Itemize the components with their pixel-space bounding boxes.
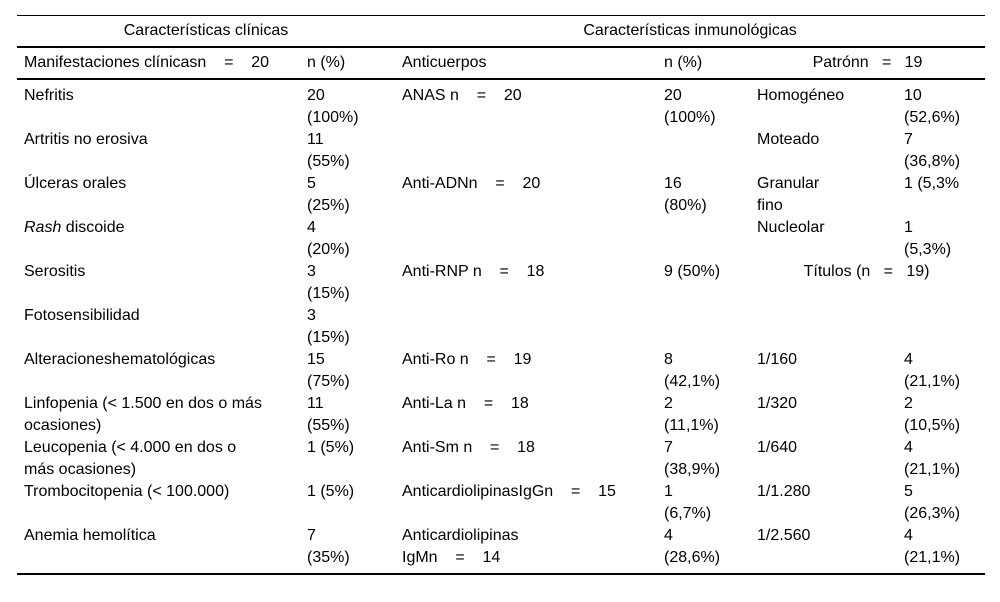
cell-patron: Nucleolar xyxy=(757,219,825,236)
cell-n-pct: 16 (80%) xyxy=(664,175,707,214)
group-header-row: Características clínicas Características… xyxy=(17,15,986,48)
cell-anticuerpo xyxy=(395,305,657,349)
group-header-clinicas: Características clínicas xyxy=(17,15,395,48)
group-header-inmunologicas: Características inmunológicas xyxy=(395,15,986,48)
cell-anticuerpo: Anti-La n = 18 xyxy=(402,395,529,412)
cell-n-pct xyxy=(657,217,750,261)
cell-patron: Homogéneo xyxy=(757,87,845,104)
cell-titulo-valor: 4 (21,1%) xyxy=(904,351,961,390)
cell-titulo-valor: 5 (26,3%) xyxy=(904,483,961,522)
cell-titulo-valor: 4 (21,1%) xyxy=(904,439,961,478)
cell-n-pct: 1 (6,7%) xyxy=(664,483,712,522)
cell-n-pct: 11 (55%) xyxy=(307,131,350,170)
cell-manifestacion: Artritis no erosiva xyxy=(24,131,148,148)
col-header-manifestaciones: Manifestaciones clínicasn = 20 xyxy=(17,47,300,80)
cell-manifestacion: Anemia hemolítica xyxy=(24,527,156,544)
cell-n-pct xyxy=(657,129,750,173)
col-header-n-pct-2: n (%) xyxy=(657,47,750,80)
table-row: Linfopenia (< 1.500 en dos o más ocasion… xyxy=(17,393,985,437)
cell-patron-valor: 10 (52,6%) xyxy=(904,87,961,126)
cell-patron xyxy=(750,305,897,349)
table-row: Úlceras orales 5 (25%) Anti-ADNn = 20 16… xyxy=(17,173,985,217)
table-row: Nefritis 20 (100%) ANAS n = 20 20 (100%)… xyxy=(17,79,985,129)
cell-anticuerpo: AnticardiolipinasIgGn = 15 xyxy=(402,483,616,500)
cell-n-pct: 7 (38,9%) xyxy=(664,439,721,478)
table-row: Alteracioneshematológicas 15 (75%) Anti-… xyxy=(17,349,985,393)
cell-n-pct: 4 (20%) xyxy=(307,219,350,258)
cell-titulo: 1/640 xyxy=(757,439,798,456)
table-row: Fotosensibilidad 3 (15%) xyxy=(17,305,985,349)
cell-n-pct: 7 (35%) xyxy=(307,527,350,566)
cell-titulo: 1/320 xyxy=(757,395,798,412)
cell-patron: Moteado xyxy=(757,131,820,148)
cell-n-pct: 9 (50%) xyxy=(664,263,721,280)
cell-titulo: 1/1.280 xyxy=(757,483,811,500)
table-row: Artritis no erosiva 11 (55%) Moteado 7 (… xyxy=(17,129,985,173)
rash-italic-label: Rash xyxy=(24,219,62,236)
cell-manifestacion: Leucopenia (< 4.000 en dos o más ocasion… xyxy=(24,439,237,478)
cell-manifestacion: Serositis xyxy=(24,263,86,280)
col-header-patron: Patrónn = 19 xyxy=(750,47,986,80)
cell-patron-valor xyxy=(897,305,985,349)
cell-manifestacion: Alteracioneshematológicas xyxy=(24,351,216,368)
characteristics-table: Características clínicas Características… xyxy=(17,15,986,575)
table-row: Serositis 3 (15%) Anti-RNP n = 18 9 (50%… xyxy=(17,261,985,305)
cell-titulo-valor: 4 (21,1%) xyxy=(904,527,961,566)
cell-n-pct: 4 (28,6%) xyxy=(664,527,721,566)
cell-anticuerpo: Anti-ADNn = 20 xyxy=(402,175,541,192)
cell-titulo-valor: 2 (10,5%) xyxy=(904,395,961,434)
cell-patron-valor: 7 (36,8%) xyxy=(904,131,961,170)
cell-n-pct: 3 (15%) xyxy=(307,263,350,302)
column-header-row: Manifestaciones clínicasn = 20 n (%) Ant… xyxy=(17,47,986,80)
cell-n-pct: 1 (5%) xyxy=(307,439,355,456)
cell-manifestacion: Úlceras orales xyxy=(24,175,127,192)
rash-rest-label: discoide xyxy=(61,219,125,236)
cell-n-pct xyxy=(657,305,750,349)
cell-anticuerpo: Anti-Ro n = 19 xyxy=(402,351,532,368)
cell-anticuerpo: Anticardiolipinas IgMn = 14 xyxy=(402,527,519,566)
cell-manifestacion: Nefritis xyxy=(24,87,74,104)
cell-anticuerpo xyxy=(395,217,657,261)
cell-patron-valor: 1 (5,3%) xyxy=(904,219,952,258)
cell-n-pct: 2 (11,1%) xyxy=(664,395,719,434)
cell-anticuerpo: ANAS n = 20 xyxy=(402,87,522,104)
cell-n-pct: 11 (55%) xyxy=(307,395,350,434)
table-row: Anemia hemolítica 7 (35%) Anticardiolipi… xyxy=(17,525,985,574)
col-header-anticuerpos: Anticuerpos xyxy=(395,47,657,80)
cell-manifestacion: Trombocitopenia (< 100.000) xyxy=(24,483,230,500)
cell-patron-valor: 1 (5,3% xyxy=(904,175,960,192)
cell-anticuerpo xyxy=(395,129,657,173)
cell-titulo: 1/160 xyxy=(757,351,798,368)
cell-patron: Granular fino xyxy=(757,175,820,214)
cell-n-pct: 8 (42,1%) xyxy=(664,351,721,390)
cell-n-pct: 15 (75%) xyxy=(307,351,350,390)
cell-n-pct: 20 (100%) xyxy=(307,87,359,126)
table-row: Trombocitopenia (< 100.000) 1 (5%) Antic… xyxy=(17,481,985,525)
cell-n-pct: 1 (5%) xyxy=(307,483,355,500)
cell-anticuerpo: Anti-Sm n = 18 xyxy=(402,439,535,456)
cell-manifestacion-rash: Rash discoide xyxy=(17,217,300,261)
cell-anticuerpo: Anti-RNP n = 18 xyxy=(402,263,545,280)
table-row: Leucopenia (< 4.000 en dos o más ocasion… xyxy=(17,437,985,481)
cell-manifestacion: Linfopenia (< 1.500 en dos o más ocasion… xyxy=(24,395,262,434)
cell-titulo: 1/2.560 xyxy=(757,527,811,544)
table-row: Rash discoide 4 (20%) Nucleolar 1 (5,3%) xyxy=(17,217,985,261)
cell-titulos-subheader: Títulos (n = 19) xyxy=(803,263,930,280)
cell-n-pct: 20 (100%) xyxy=(664,87,716,126)
cell-n-pct: 3 (15%) xyxy=(307,307,350,346)
cell-n-pct: 5 (25%) xyxy=(307,175,350,214)
col-header-n-pct-1: n (%) xyxy=(300,47,395,80)
cell-manifestacion: Fotosensibilidad xyxy=(24,307,140,324)
